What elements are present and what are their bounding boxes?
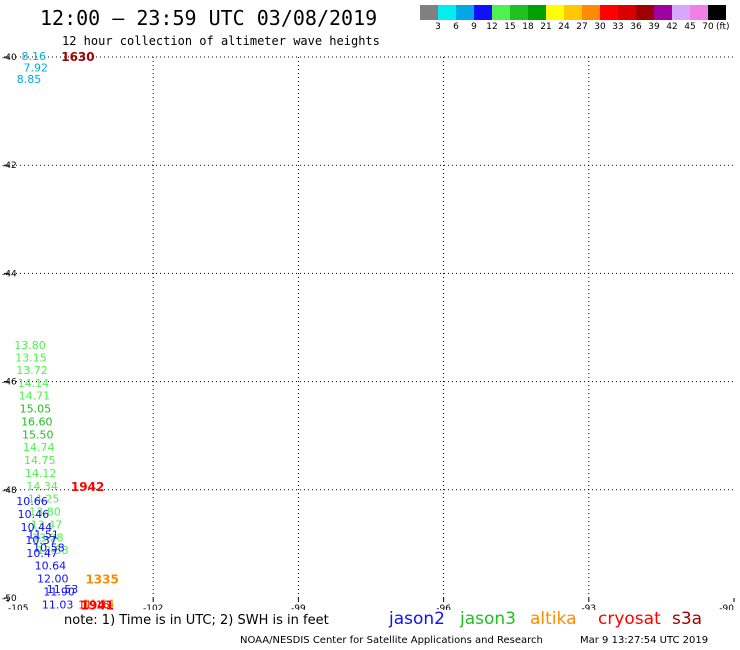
data-point-label: 15.05 xyxy=(20,403,51,416)
data-point-label: 8.16 xyxy=(22,50,47,63)
y-tick-label: -40 xyxy=(2,53,17,63)
legend-label: 42 xyxy=(666,22,678,32)
data-point-label: 10.66 xyxy=(16,495,48,508)
legend-swatch xyxy=(510,5,528,20)
data-point-label: 11.53 xyxy=(47,583,79,596)
legend-label: 3 xyxy=(435,22,441,32)
legend-swatch xyxy=(654,5,672,20)
data-point-label: 14.14 xyxy=(18,377,50,390)
x-tick-label: -99 xyxy=(291,604,306,610)
legend-label: 33 xyxy=(612,22,624,32)
data-point-label: 14.71 xyxy=(19,390,51,403)
x-tick-label: -93 xyxy=(581,604,596,610)
legend-swatch xyxy=(672,5,690,20)
pass-time-label: 1942 xyxy=(71,480,104,494)
legend-swatch xyxy=(546,5,564,20)
legend-label: 24 xyxy=(558,22,570,32)
y-tick-label: -46 xyxy=(2,378,17,388)
satellite-name-jason2: jason2 xyxy=(389,609,445,629)
data-point-label: 13.72 xyxy=(16,364,48,377)
data-point-label: 11.14 xyxy=(83,597,115,610)
data-point-label: 14.25 xyxy=(28,492,60,505)
legend-label: 45 xyxy=(684,22,696,32)
data-point-label: 12.00 xyxy=(37,573,69,586)
legend-label: 27 xyxy=(576,22,588,32)
pass-time-label: 1941 xyxy=(81,598,114,610)
credit-line: NOAA/NESDIS Center for Satellite Applica… xyxy=(240,635,543,646)
legend-label: 39 xyxy=(648,22,660,32)
pass-time-label: 1630 xyxy=(61,50,94,64)
data-point-label: 13.28 xyxy=(32,531,64,544)
legend-swatch xyxy=(618,5,636,20)
data-point-label: 11.90 xyxy=(43,586,75,599)
data-point-label: 10.47 xyxy=(26,547,57,560)
footnote: note: 1) Time is in UTC; 2) SWH is in fe… xyxy=(64,613,329,628)
x-tick-label: -105 xyxy=(8,604,28,610)
y-tick-label: -44 xyxy=(2,269,17,279)
legend-label: 6 xyxy=(453,22,459,32)
legend-swatch xyxy=(528,5,546,20)
data-point-label: 8.85 xyxy=(17,73,41,86)
x-tick-label: -96 xyxy=(436,604,451,610)
data-point-label: 15.50 xyxy=(22,429,54,442)
legend-label: 15 xyxy=(504,22,516,32)
legend-label: 36 xyxy=(630,22,642,32)
legend-swatch xyxy=(564,5,582,20)
legend-swatch xyxy=(708,5,726,20)
data-point-label: 10.58 xyxy=(33,542,65,555)
x-tick-label: -102 xyxy=(143,604,163,610)
data-point-label: 13.58 xyxy=(37,544,69,557)
x-tick-label: -90 xyxy=(719,604,734,610)
legend-swatch xyxy=(492,5,510,20)
legend-label: 9 xyxy=(471,22,477,32)
legend-label: 21 xyxy=(540,22,552,32)
data-point-label: 11.03 xyxy=(42,598,74,610)
generated-timestamp: Mar 9 13:27:54 UTC 2019 xyxy=(580,635,709,646)
satellite-name-cryosat: cryosat xyxy=(598,609,661,629)
legend-swatch xyxy=(438,5,456,20)
data-point-label: 14.74 xyxy=(23,441,54,454)
legend-swatch xyxy=(420,5,438,20)
legend-swatch xyxy=(690,5,708,20)
data-point-label: 10.64 xyxy=(35,560,66,573)
legend-label: 30 xyxy=(594,22,606,32)
y-tick-label: -50 xyxy=(2,594,17,604)
data-point-label: 13.80 xyxy=(29,505,60,518)
y-tick-label: -48 xyxy=(2,486,17,496)
data-point-label: 10.46 xyxy=(18,508,50,521)
data-point-label: 7.92 xyxy=(23,61,48,74)
satellite-name-s3a: s3a xyxy=(672,609,703,629)
legend-label: 12 xyxy=(486,22,498,32)
data-point-label: 13.47 xyxy=(31,518,63,531)
legend-swatch xyxy=(636,5,654,20)
pass-time-label: 1335 xyxy=(85,573,118,587)
data-point-label: 16.60 xyxy=(21,416,53,429)
legend-label: 18 xyxy=(522,22,534,32)
data-point-label: 10.44 xyxy=(21,521,53,534)
satellite-name-altika: altika xyxy=(530,609,577,629)
satellite-name-jason3: jason3 xyxy=(460,609,516,629)
legend-swatch xyxy=(456,5,474,20)
legend-unit: (ft) xyxy=(716,22,730,32)
data-point-label: 14.12 xyxy=(25,467,57,480)
legend-swatch xyxy=(474,5,492,20)
data-point-label: 13.80 xyxy=(14,339,46,352)
chart-subtitle: 12 hour collection of altimeter wave hei… xyxy=(62,34,380,48)
data-point-label: 11.51 xyxy=(27,529,59,542)
legend-label: 70 xyxy=(702,22,714,32)
data-point-label: 14.75 xyxy=(24,454,56,467)
data-point-label: 10.37 xyxy=(25,534,57,547)
legend-swatch xyxy=(600,5,618,20)
y-tick-label: -42 xyxy=(2,161,17,171)
altimeter-plot: -105 -102 -99 -96 -93 -90 -40 -42 -44 -46 -48 -50 8.… xyxy=(2,50,735,610)
legend-swatch xyxy=(582,5,600,20)
chart-title: 12:00 – 23:59 UTC 03/08/2019 xyxy=(40,6,378,30)
data-point-label: 11.16 xyxy=(78,598,110,610)
data-point-label: 13.15 xyxy=(15,351,47,364)
data-point-label: 14.34 xyxy=(26,480,57,493)
